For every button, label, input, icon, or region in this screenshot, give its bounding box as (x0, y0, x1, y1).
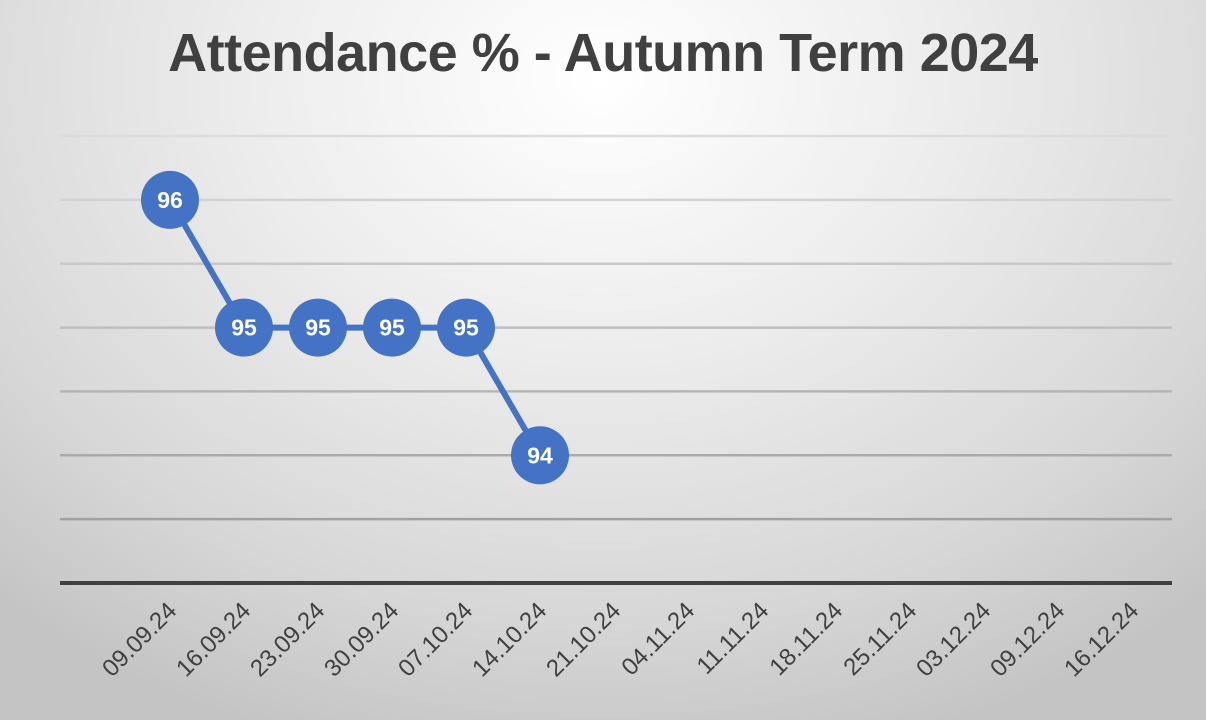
data-point: 94 (511, 426, 569, 485)
data-marker (215, 298, 273, 357)
data-point: 95 (437, 298, 495, 357)
x-axis-label: 07.10.24 (393, 597, 478, 682)
x-axis-label: 14.10.24 (467, 597, 552, 682)
x-axis-label: 09.12.24 (985, 597, 1070, 682)
data-marker (141, 170, 199, 229)
data-point: 96 (141, 170, 199, 229)
x-axis-label: 04.11.24 (616, 597, 700, 681)
data-label: 95 (453, 315, 479, 341)
x-axis-label: 21.10.24 (541, 597, 626, 682)
data-label: 95 (305, 315, 331, 341)
data-point: 95 (215, 298, 273, 357)
data-label: 96 (157, 187, 183, 213)
data-point: 95 (363, 298, 421, 357)
x-axis-label: 11.11.24 (692, 597, 775, 680)
x-axis-label: 18.11.24 (764, 597, 848, 681)
x-axis-label: 30.09.24 (319, 597, 404, 682)
data-marker (437, 298, 495, 357)
data-label: 94 (527, 442, 553, 468)
data-marker (363, 298, 421, 357)
data-label: 95 (379, 315, 405, 341)
data-marker (511, 426, 569, 485)
data-marker (289, 298, 347, 357)
data-markers: 96 95 95 95 95 94 (141, 170, 569, 485)
chart-title: Attendance % - Autumn Term 2024 (168, 23, 1038, 83)
x-axis-label: 03.12.24 (911, 597, 996, 682)
x-axis-label: 09.09.24 (97, 597, 182, 682)
x-axis-label: 25.11.24 (838, 597, 922, 681)
x-axis-label: 23.09.24 (245, 597, 330, 682)
x-axis-label: 16.12.24 (1059, 597, 1144, 682)
x-axis-label: 16.09.24 (171, 597, 256, 682)
data-point: 95 (289, 298, 347, 357)
data-label: 95 (231, 315, 257, 341)
x-axis-labels: 09.09.2416.09.2423.09.2430.09.2407.10.24… (97, 597, 1144, 682)
